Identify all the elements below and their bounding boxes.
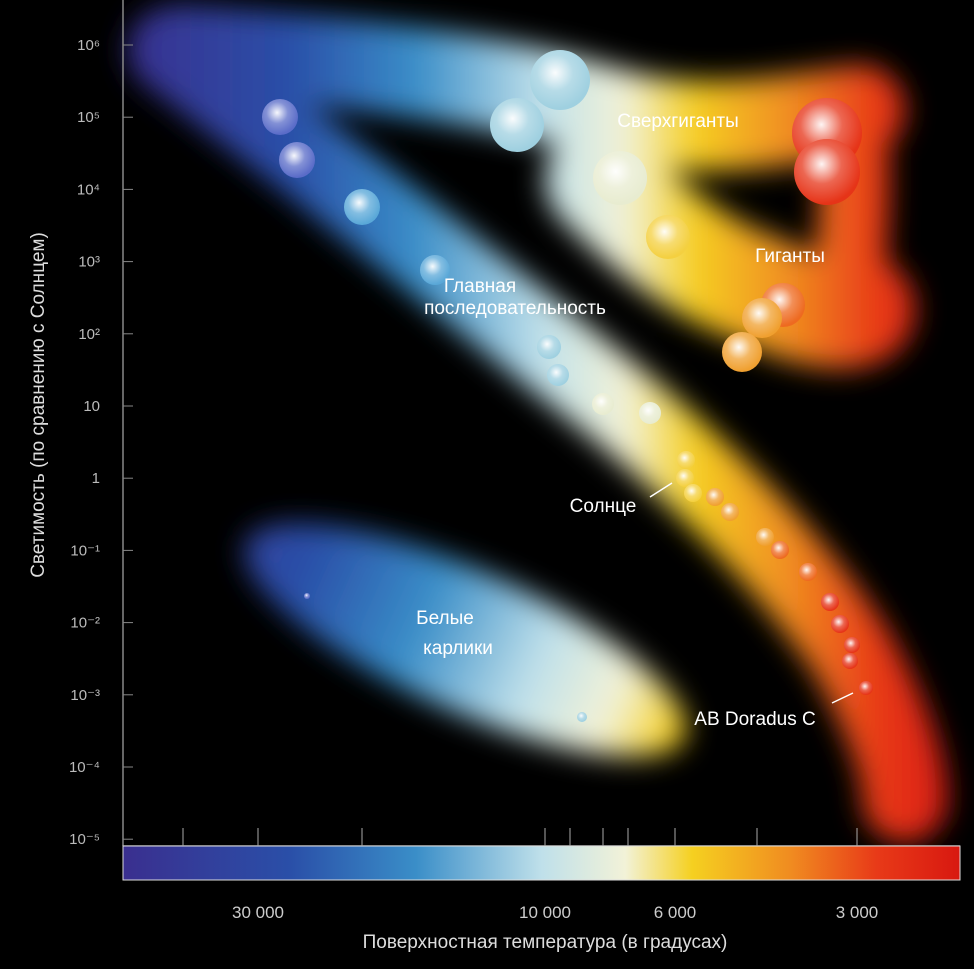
ticks: 10⁶ 10⁵ 10⁴ 10³ 10² 10 1 10⁻¹ 10⁻² 10⁻³ 10⁻⁴ 10⁻⁵ xyxy=(69,37,858,848)
y-tick-label: 10⁶ xyxy=(77,37,100,54)
star-shine xyxy=(756,528,774,546)
star-shine xyxy=(771,541,789,559)
pointer xyxy=(649,482,673,498)
star-shine xyxy=(262,99,298,135)
y-tick-label: 10⁻¹ xyxy=(70,542,100,559)
bands xyxy=(127,5,948,843)
annotation: Солнце xyxy=(570,496,637,517)
y-tick-label: 10² xyxy=(78,326,100,343)
star-shine xyxy=(676,469,694,487)
region-label: Главная xyxy=(444,276,516,297)
star-shine xyxy=(844,637,860,653)
x-tick-label: 3 000 xyxy=(836,903,879,922)
x-axis-label: Поверхностная температура (в градусах) xyxy=(363,932,728,953)
region-label: карлики xyxy=(423,638,493,659)
region-label: Белые xyxy=(416,608,474,629)
star-shine xyxy=(639,402,661,424)
region-label: последовательность xyxy=(424,298,606,319)
annotation: AB Doradus C xyxy=(694,709,815,730)
star-shine xyxy=(684,484,702,502)
y-tick-label: 1 xyxy=(92,470,100,487)
star-shine xyxy=(490,98,544,152)
y-tick-label: 10⁻⁵ xyxy=(69,831,100,848)
star-shine xyxy=(722,332,762,372)
star-shine xyxy=(530,50,590,110)
star-shine xyxy=(721,503,739,521)
star-shine xyxy=(742,298,782,338)
y-tick-label: 10⁻² xyxy=(70,615,100,632)
x-tick-label: 6 000 xyxy=(654,903,697,922)
region-label: Сверхгиганты xyxy=(617,111,739,132)
star-shine xyxy=(593,151,647,205)
star-shine xyxy=(344,189,380,225)
star-shine xyxy=(592,393,614,415)
star-shine xyxy=(831,615,849,633)
star-shine xyxy=(677,451,695,469)
star-shine xyxy=(646,215,690,259)
y-tick-label: 10 xyxy=(83,398,100,415)
y-axis-label: Светимость (по сравнению с Солнцем) xyxy=(28,232,49,578)
star-shine xyxy=(706,488,724,506)
star-shine xyxy=(859,681,873,695)
star-shine xyxy=(794,139,860,205)
star-shine xyxy=(304,593,310,599)
y-tick-label: 10⁻³ xyxy=(70,687,100,704)
y-tick-label: 10³ xyxy=(78,254,100,271)
y-tick-label: 10⁴ xyxy=(77,181,100,198)
y-tick-label: 10⁻⁴ xyxy=(69,759,100,776)
pointer xyxy=(831,692,854,704)
x-tick-label: 10 000 xyxy=(519,903,571,922)
star-shine xyxy=(547,364,569,386)
star-shine xyxy=(420,255,450,285)
color-bar xyxy=(122,845,961,881)
y-tick-label: 10⁵ xyxy=(77,109,100,126)
star-shine xyxy=(279,142,315,178)
star-shine xyxy=(842,653,858,669)
stars xyxy=(262,50,873,722)
star-shine xyxy=(577,712,587,722)
star-shine xyxy=(537,335,561,359)
star-shine xyxy=(799,563,817,581)
star-shine xyxy=(821,593,839,611)
region-label: Гиганты xyxy=(755,246,825,267)
x-tick-label: 30 000 xyxy=(232,903,284,922)
